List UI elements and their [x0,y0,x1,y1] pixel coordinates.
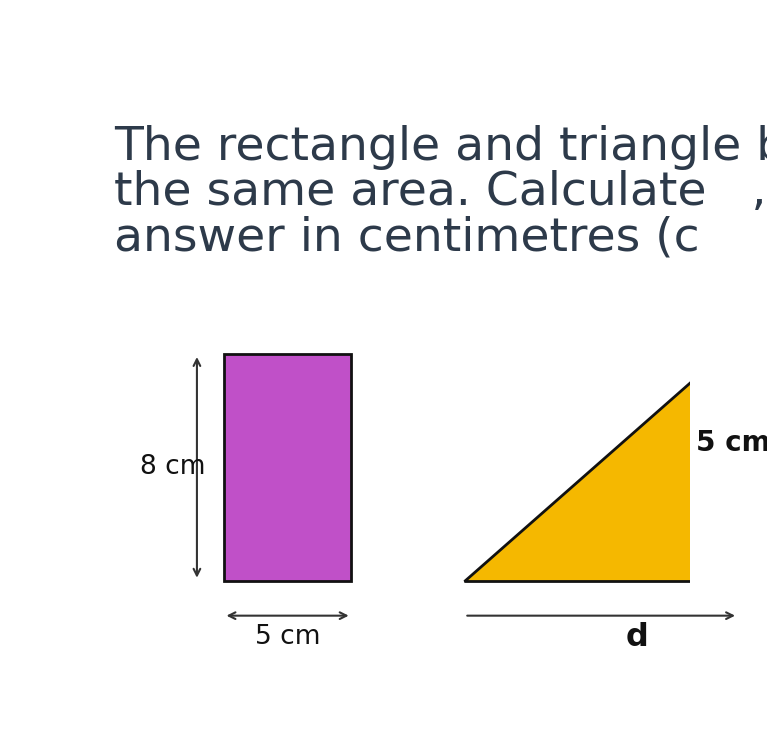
Bar [224,354,351,581]
Text: answer in centimetres (c: answer in centimetres (c [114,215,700,261]
Text: The rectangle and triangle be: The rectangle and triangle be [114,125,767,170]
Bar [725,568,738,581]
Text: 8 cm: 8 cm [140,454,206,481]
Text: the same area. Calculate   , gi: the same area. Calculate , gi [114,171,767,215]
Text: d: d [625,622,648,653]
Polygon shape [465,340,738,581]
Text: 5 cm: 5 cm [255,624,321,650]
Text: 5 cm: 5 cm [696,429,767,457]
